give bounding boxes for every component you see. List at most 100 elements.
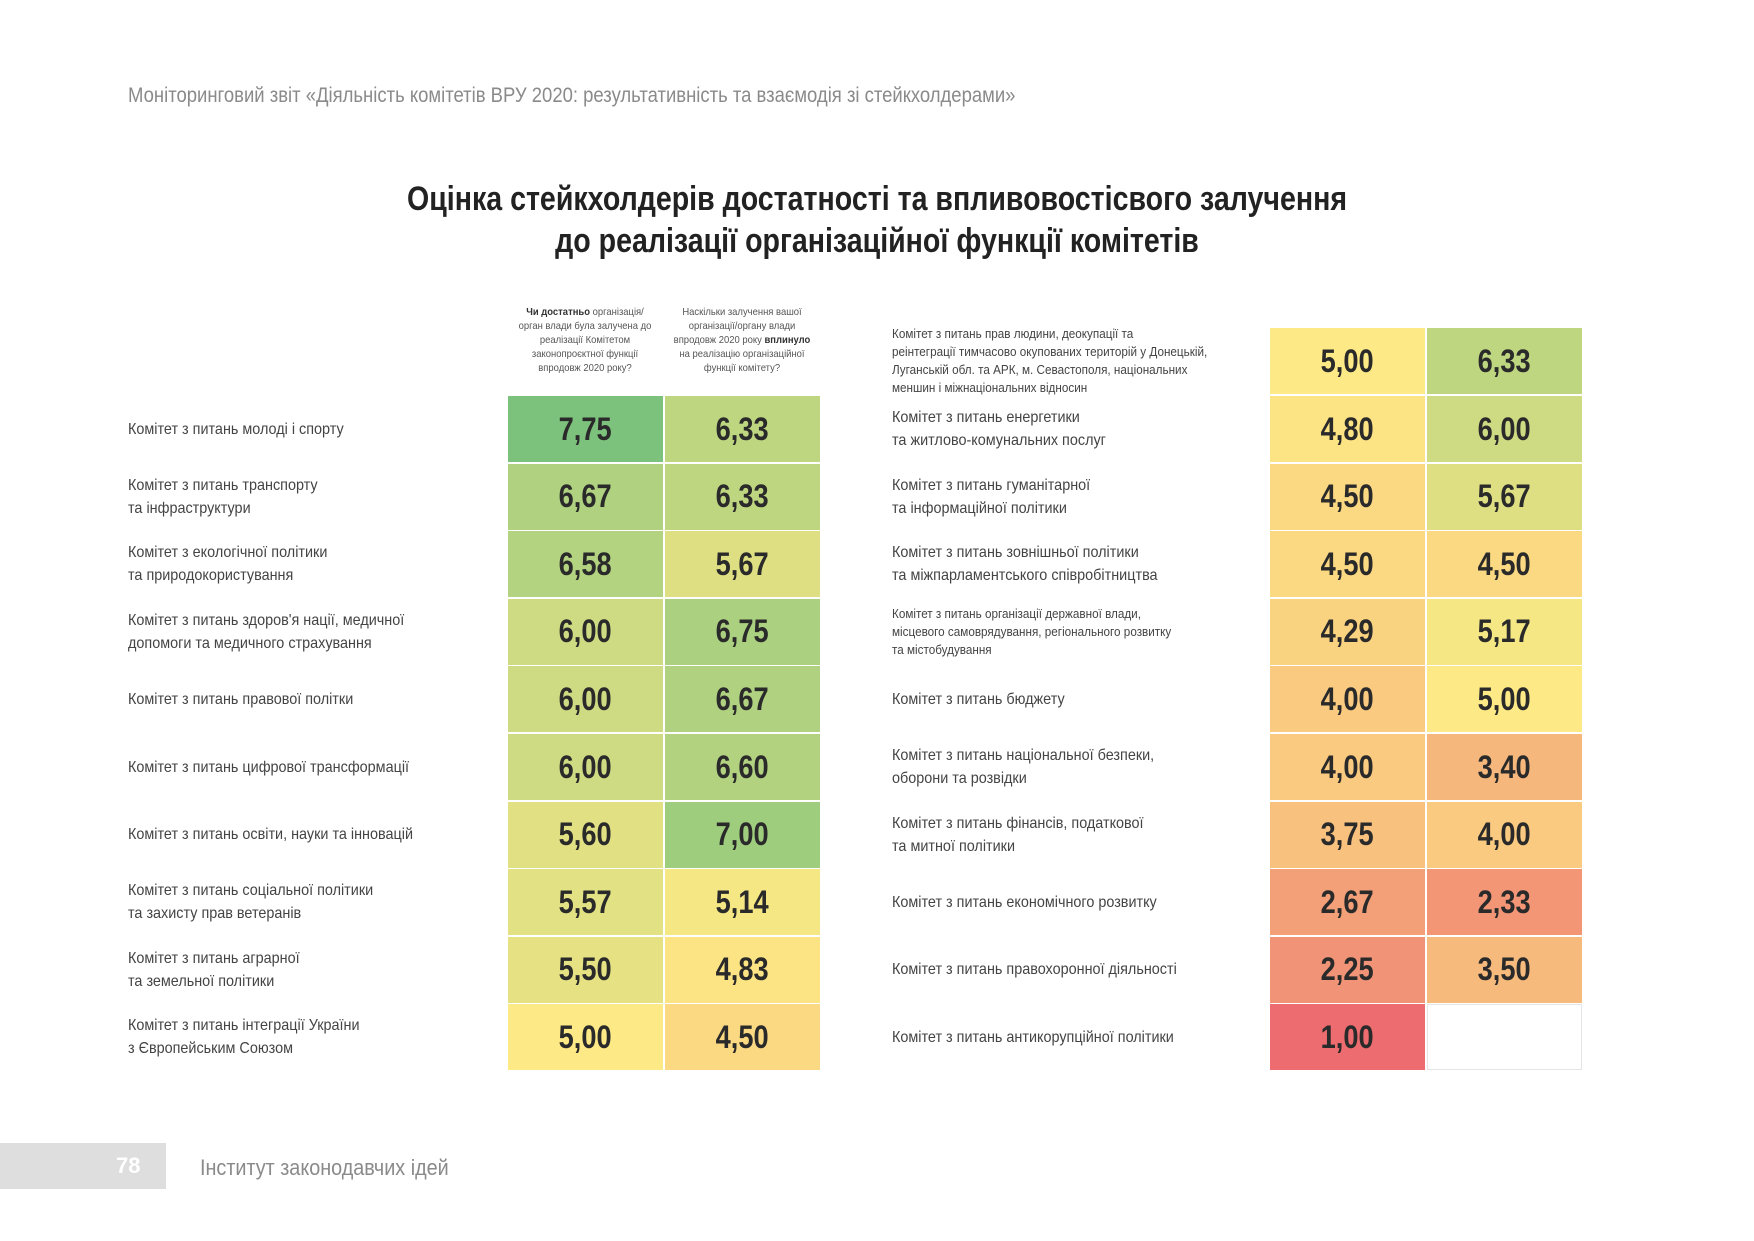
score-value: 5,17 bbox=[1478, 613, 1531, 650]
sufficiency-score-cell: 4,00 bbox=[1270, 734, 1425, 800]
score-value: 2,25 bbox=[1321, 951, 1374, 988]
sufficiency-score-cell: 6,00 bbox=[508, 666, 663, 733]
column-header-sufficiency-bold: Чи достатньо bbox=[526, 306, 590, 318]
committee-label: Комітет з питань прав людини, деокупації… bbox=[892, 326, 1208, 396]
sufficiency-score-cell: 5,60 bbox=[508, 801, 663, 868]
committee-label: Комітет з питань фінансів, податкової та… bbox=[892, 814, 1144, 855]
committee-label: Комітет з питань економічного розвитку bbox=[892, 893, 1157, 911]
score-value: 4,00 bbox=[1321, 748, 1374, 785]
score-value: 4,00 bbox=[1321, 680, 1374, 717]
influence-score-cell: 3,40 bbox=[1427, 734, 1582, 800]
score-value: 4,80 bbox=[1321, 410, 1374, 447]
influence-score-cell: 4,83 bbox=[665, 936, 820, 1003]
score-value: 6,33 bbox=[716, 410, 769, 447]
sufficiency-score-cell: 5,00 bbox=[1270, 328, 1425, 395]
influence-score-cell: 4,50 bbox=[1427, 531, 1582, 598]
committee-label: Комітет з питань здоров'я нації, медично… bbox=[128, 611, 405, 652]
score-value: 5,60 bbox=[559, 816, 612, 853]
score-value: 4,50 bbox=[716, 1018, 769, 1055]
sufficiency-score-cell: 4,29 bbox=[1270, 598, 1425, 665]
score-value: 6,75 bbox=[716, 613, 769, 650]
committee-label: Комітет з питань національної безпеки, о… bbox=[892, 747, 1155, 787]
score-value: 5,00 bbox=[559, 1018, 612, 1055]
sufficiency-score-cell: 4,80 bbox=[1270, 396, 1425, 462]
sufficiency-score-cell: 5,50 bbox=[508, 936, 663, 1003]
score-value: 6,67 bbox=[716, 680, 769, 717]
footer-page-box bbox=[0, 1143, 166, 1189]
score-value: 5,67 bbox=[1478, 478, 1531, 515]
influence-score-cell: 5,14 bbox=[665, 869, 820, 936]
influence-score-cell: 4,00 bbox=[1427, 801, 1582, 868]
score-value: 6,00 bbox=[1478, 410, 1531, 447]
committee-label: Комітет з питань молоді і спорту bbox=[128, 420, 344, 438]
column-header-influence-text-1: Наскільки залучення вашої організації/ор… bbox=[673, 306, 802, 346]
sufficiency-score-cell: 7,75 bbox=[508, 396, 663, 462]
influence-score-cell: 6,33 bbox=[665, 396, 820, 462]
score-value: 4,50 bbox=[1321, 478, 1374, 515]
title-line-1: Оцінка стейкхолдерів достатності та впли… bbox=[406, 180, 1347, 218]
sufficiency-score-cell: 4,50 bbox=[1270, 463, 1425, 530]
influence-score-cell: 5,67 bbox=[1427, 463, 1582, 530]
footer-organization: Інститут законодавчих ідей bbox=[200, 1155, 449, 1180]
score-value: 4,83 bbox=[716, 951, 769, 988]
influence-score-cell: 4,50 bbox=[665, 1004, 820, 1071]
sufficiency-score-cell: 2,25 bbox=[1270, 936, 1425, 1003]
column-header-influence-bold: вплинуло bbox=[764, 334, 811, 346]
committee-label: Комітет з питань інтеграції України з Єв… bbox=[128, 1017, 360, 1058]
influence-score-cell: 6,60 bbox=[665, 734, 820, 800]
score-value: 4,00 bbox=[1478, 816, 1531, 853]
sufficiency-score-cell: 4,50 bbox=[1270, 531, 1425, 598]
committee-label: Комітет з питань бюджету bbox=[892, 690, 1065, 708]
page-number: 78 bbox=[116, 1153, 141, 1178]
score-value: 6,33 bbox=[1478, 342, 1531, 379]
sufficiency-score-cell: 2,67 bbox=[1270, 869, 1425, 936]
running-header: Моніторинговий звіт «Діяльність комітеті… bbox=[128, 84, 1016, 107]
score-value: 5,14 bbox=[716, 883, 769, 920]
sufficiency-score-cell: 6,00 bbox=[508, 734, 663, 800]
sufficiency-score-cell: 6,58 bbox=[508, 531, 663, 598]
score-value: 4,29 bbox=[1321, 613, 1374, 650]
score-value: 6,67 bbox=[559, 478, 612, 515]
committee-label: Комітет з екологічної політики та природ… bbox=[128, 544, 328, 585]
score-value: 3,50 bbox=[1478, 951, 1531, 988]
committee-label: Комітет з питань соціальної політики та … bbox=[128, 882, 374, 923]
score-value: 2,33 bbox=[1478, 883, 1531, 920]
sufficiency-score-cell: 5,00 bbox=[508, 1004, 663, 1071]
page-title: Оцінка стейкхолдерів достатності та впли… bbox=[140, 178, 1613, 262]
score-value: 2,67 bbox=[1321, 883, 1374, 920]
committee-label: Комітет з питань аграрної та земельної п… bbox=[128, 949, 300, 990]
influence-score-cell: 5,17 bbox=[1427, 598, 1582, 665]
score-value: 3,40 bbox=[1478, 748, 1531, 785]
influence-score-cell bbox=[1427, 1004, 1582, 1071]
committee-label: Комітет з питань правової політки bbox=[128, 690, 354, 708]
score-value: 6,00 bbox=[559, 748, 612, 785]
score-value: 5,67 bbox=[716, 545, 769, 582]
score-value: 5,00 bbox=[1321, 342, 1374, 379]
score-value: 6,60 bbox=[716, 748, 769, 785]
influence-score-cell: 6,00 bbox=[1427, 396, 1582, 462]
score-value: 5,57 bbox=[559, 883, 612, 920]
committee-label: Комітет з питань зовнішньої політики та … bbox=[892, 544, 1158, 585]
committee-label: Комітет з питань гуманітарної та інформа… bbox=[892, 476, 1091, 517]
score-value: 3,75 bbox=[1321, 816, 1374, 853]
score-value: 4,50 bbox=[1321, 545, 1374, 582]
influence-score-cell: 6,75 bbox=[665, 598, 820, 665]
score-value: 1,00 bbox=[1321, 1018, 1374, 1055]
committee-label: Комітет з питань організації державної в… bbox=[892, 605, 1172, 657]
score-value: 5,00 bbox=[1478, 680, 1531, 717]
score-value: 6,00 bbox=[559, 613, 612, 650]
sufficiency-score-cell: 6,00 bbox=[508, 598, 663, 665]
influence-score-cell: 5,00 bbox=[1427, 666, 1582, 733]
score-value: 6,00 bbox=[559, 680, 612, 717]
sufficiency-score-cell: 5,57 bbox=[508, 869, 663, 936]
sufficiency-score-cell: 6,67 bbox=[508, 463, 663, 530]
column-header-influence-text-2: на реалізацію організаційної функції ком… bbox=[679, 348, 805, 374]
committee-label: Комітет з питань транспорту та інфрастру… bbox=[128, 476, 318, 517]
influence-score-cell: 2,33 bbox=[1427, 869, 1582, 936]
influence-score-cell: 6,67 bbox=[665, 666, 820, 733]
title-line-2: до реалізації організаційної функції ком… bbox=[555, 222, 1199, 260]
score-value: 4,50 bbox=[1478, 545, 1531, 582]
column-header-sufficiency-text: організація/орган влади була залучена до… bbox=[518, 306, 652, 374]
committee-label: Комітет з питань правохоронної діяльност… bbox=[892, 961, 1177, 979]
score-value: 7,75 bbox=[559, 410, 612, 447]
